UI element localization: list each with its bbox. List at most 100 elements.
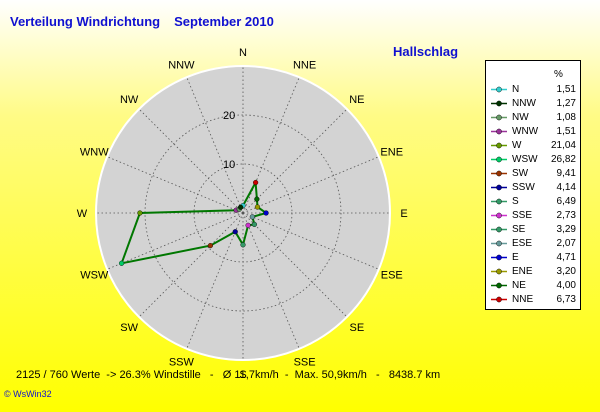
station-name: Hallschlag — [393, 44, 459, 59]
grid-spoke — [242, 212, 348, 318]
direction-label: SW — [120, 322, 138, 334]
legend-label: S — [512, 196, 519, 207]
legend-item: NW 1,08 — [486, 111, 582, 124]
grid-spoke — [107, 212, 244, 270]
data-point — [118, 260, 125, 266]
legend-marker — [491, 142, 507, 149]
legend-value: 3,20 — [556, 266, 576, 277]
data-point — [240, 242, 246, 248]
legend-value: 4,00 — [556, 280, 576, 291]
legend-value: 1,51 — [556, 126, 576, 137]
grid-spoke — [186, 212, 244, 349]
direction-label: SE — [350, 322, 365, 334]
legend-item: SW 9,41 — [486, 167, 582, 180]
direction-label: SSW — [169, 357, 195, 369]
legend-value: 6,49 — [556, 196, 576, 207]
direction-label: WSW — [80, 270, 109, 282]
legend-label: NW — [512, 112, 529, 123]
legend-value: 9,41 — [556, 168, 576, 179]
direction-label: NE — [349, 94, 364, 106]
data-point — [249, 214, 255, 220]
legend-marker — [491, 114, 507, 121]
radial-tick-label: 20 — [223, 110, 235, 122]
legend-value: 21,04 — [550, 140, 576, 151]
grid-spoke — [138, 212, 244, 318]
direction-label: SSE — [294, 357, 316, 369]
legend-value: 6,73 — [556, 294, 576, 305]
legend-label: WSW — [512, 154, 538, 165]
legend-marker — [491, 296, 507, 303]
legend-marker — [491, 268, 507, 275]
legend-label: SE — [512, 224, 526, 235]
grid-spoke — [186, 77, 244, 214]
direction-label: S — [239, 369, 246, 381]
title-text: Verteilung Windrichtung — [10, 14, 161, 29]
legend-value: 4,71 — [556, 252, 576, 263]
legend-value: 1,51 — [556, 84, 576, 95]
chart-title: Verteilung Windrichtung September 2010 — [10, 14, 274, 29]
legend-marker — [491, 128, 507, 135]
legend-label: SW — [512, 168, 529, 179]
legend-item: WSW 26,82 — [486, 153, 582, 166]
period-text: September 2010 — [174, 14, 274, 29]
legend-marker — [491, 170, 507, 177]
direction-label: ENE — [380, 146, 403, 158]
legend-item: S 6,49 — [486, 195, 582, 208]
data-point — [232, 229, 238, 235]
data-point — [263, 210, 269, 216]
legend-marker — [491, 254, 507, 261]
legend-label: ENE — [512, 266, 533, 277]
direction-label: W — [77, 208, 88, 220]
legend-label: SSW — [512, 182, 535, 193]
direction-label: ESE — [381, 270, 403, 282]
data-point — [245, 222, 251, 228]
radial-tick-label: 10 — [223, 159, 235, 171]
legend-label: NE — [512, 280, 526, 291]
legend-value: 1,27 — [556, 98, 576, 109]
grid-spoke — [242, 212, 379, 270]
grid-spoke — [242, 108, 348, 214]
data-point — [253, 179, 259, 186]
grid-spoke — [107, 156, 244, 214]
legend-marker — [491, 240, 507, 247]
legend-label: SSE — [512, 210, 533, 221]
data-point — [137, 210, 143, 216]
grid-spoke — [138, 108, 244, 214]
legend-label: NNW — [512, 98, 536, 109]
legend-label: E — [512, 252, 519, 263]
grid-ring — [144, 114, 342, 312]
data-point — [251, 221, 257, 227]
legend-unit: % — [554, 69, 563, 80]
legend-label: W — [512, 140, 522, 151]
legend-item: WNW 1,51 — [486, 125, 582, 138]
brand-label: © WsWin32 — [4, 389, 52, 399]
legend-label: N — [512, 84, 520, 95]
direction-label: NNW — [168, 59, 195, 71]
legend-value: 2,07 — [556, 238, 576, 249]
legend-item: SSW 4,14 — [486, 181, 582, 194]
data-point — [238, 204, 244, 210]
legend-item: ENE 3,20 — [486, 265, 582, 278]
direction-label: N — [239, 47, 247, 59]
legend-marker — [491, 100, 507, 107]
legend-item: E 4,71 — [486, 251, 582, 264]
data-point — [254, 204, 261, 210]
grid-spoke — [242, 156, 379, 214]
legend-item: W 21,04 — [486, 139, 582, 152]
direction-label: E — [400, 208, 407, 220]
legend-item: ESE 2,07 — [486, 237, 582, 250]
legend-item: NNE 6,73 — [486, 293, 582, 306]
legend-value: 3,29 — [556, 224, 576, 235]
legend-item: N 1,51 — [486, 83, 582, 96]
legend-item: SSE 2,73 — [486, 209, 582, 222]
legend-value: 4,14 — [556, 182, 576, 193]
legend-marker — [491, 212, 507, 219]
legend-marker — [491, 86, 507, 93]
legend-marker — [491, 198, 507, 205]
footer-stats: 2125 / 760 Werte -> 26.3% Windstille - Ø… — [16, 369, 441, 381]
legend-label: WNW — [512, 126, 539, 137]
direction-label: NNE — [293, 59, 316, 71]
legend: % N 1,51 NNW 1,27 NW 1,08 WNW 1,51 W 21,04 WSW 26,8… — [485, 60, 581, 310]
